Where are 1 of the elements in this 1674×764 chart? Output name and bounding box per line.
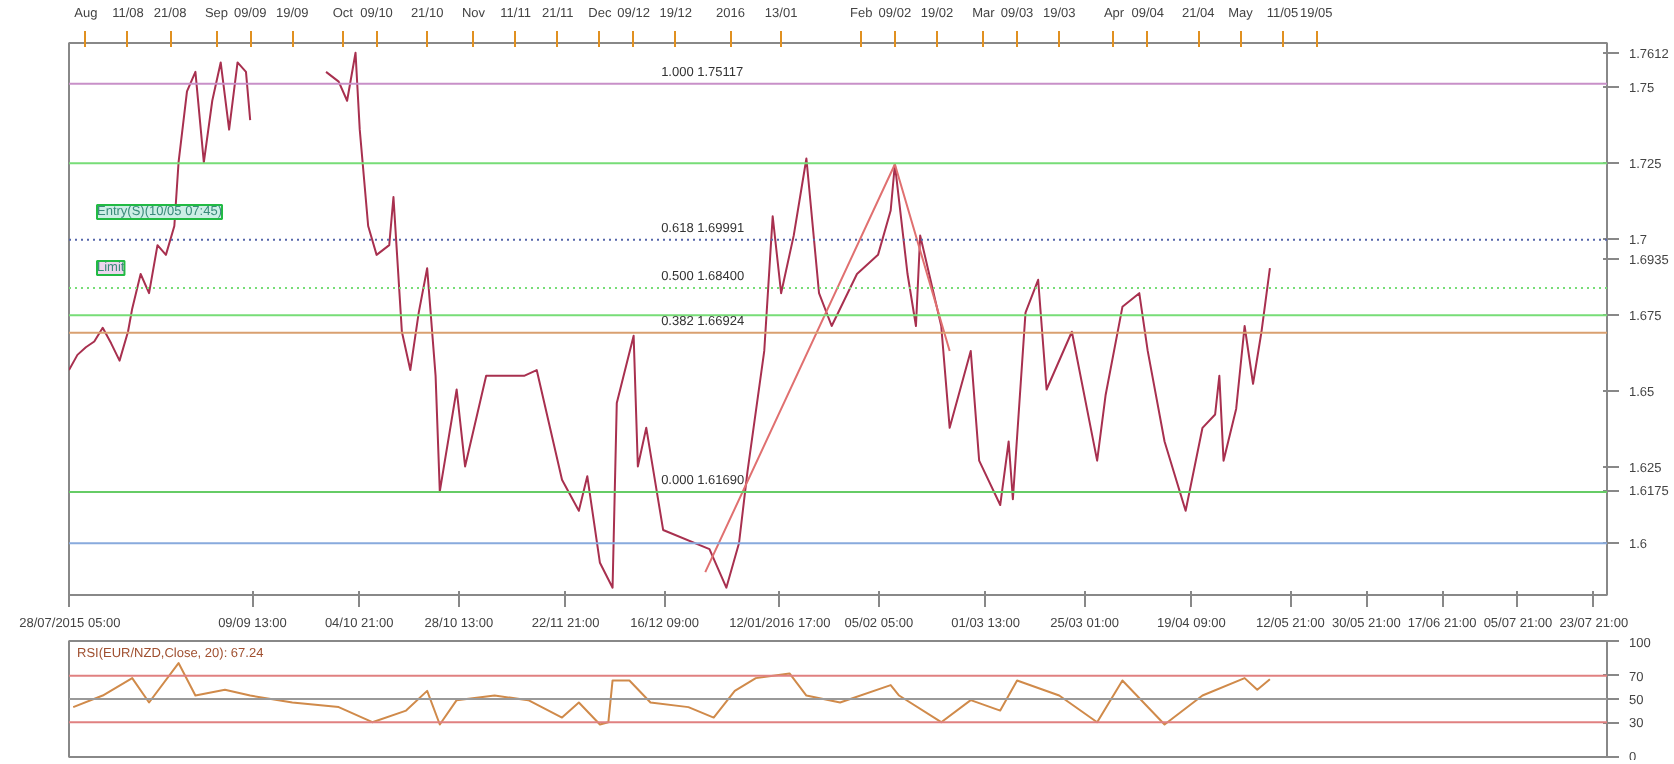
line-series [72,662,1271,726]
